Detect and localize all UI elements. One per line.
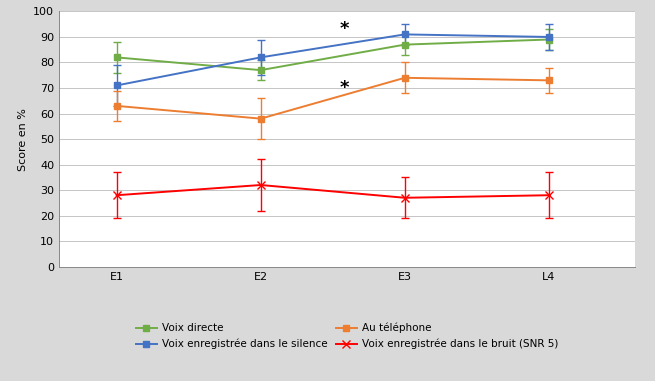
Text: *: * <box>339 79 349 97</box>
Y-axis label: Score en %: Score en % <box>18 107 28 171</box>
Text: *: * <box>339 20 349 38</box>
Legend: Voix directe, Voix enregistrée dans le silence, Au téléphone, Voix enregistrée d: Voix directe, Voix enregistrée dans le s… <box>136 323 558 349</box>
